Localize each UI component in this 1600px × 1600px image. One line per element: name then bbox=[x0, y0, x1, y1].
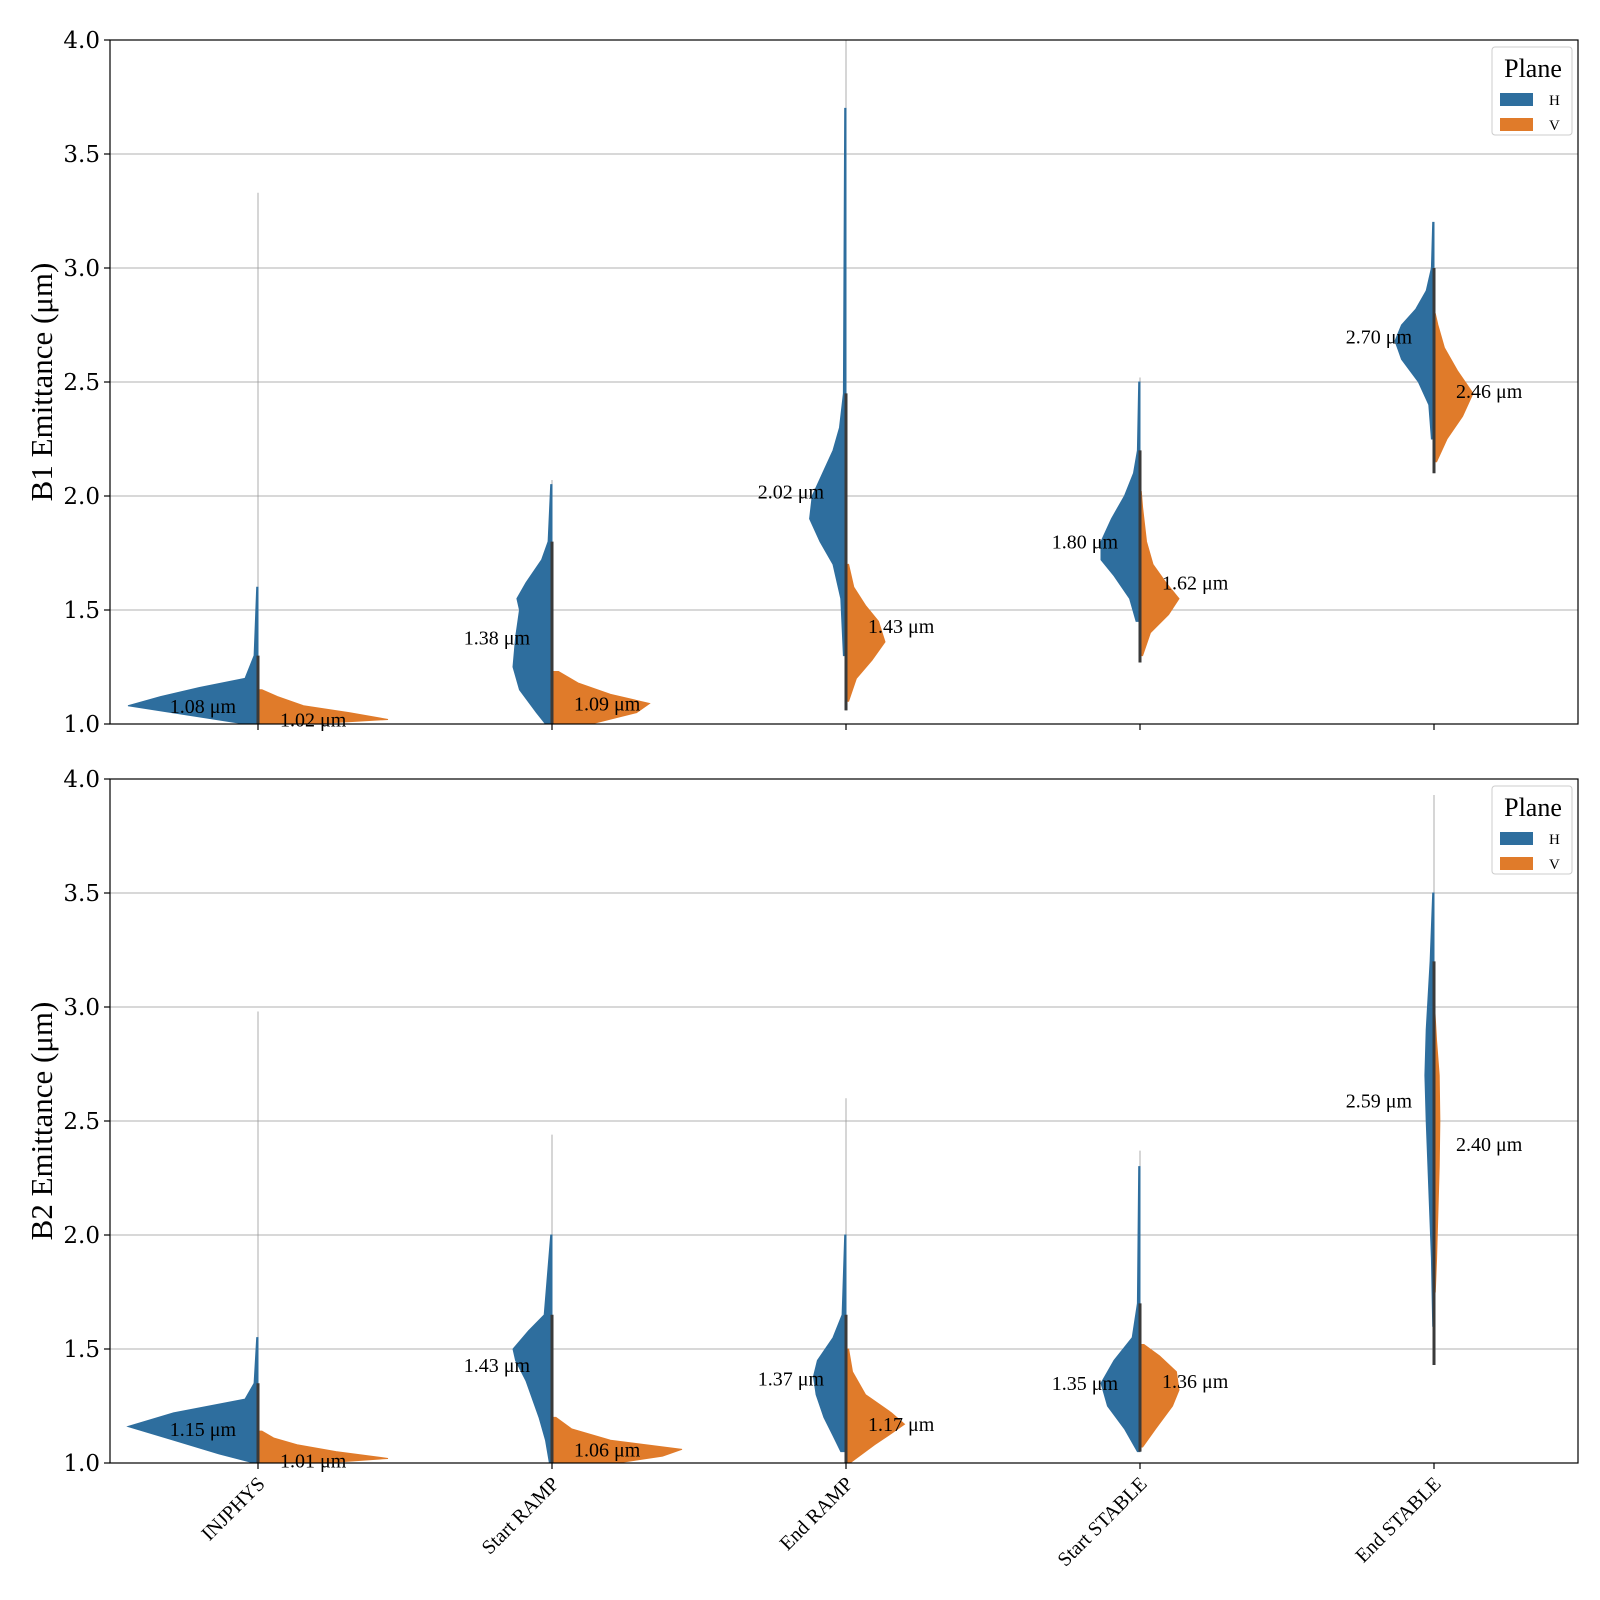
legend-title: Plane bbox=[1504, 54, 1562, 83]
annotation-v-median: 2.40 μm bbox=[1456, 1134, 1523, 1156]
annotation-h-median: 1.80 μm bbox=[1052, 532, 1119, 554]
violin-h-1 bbox=[512, 484, 553, 725]
violin-v-3 bbox=[1139, 1343, 1180, 1448]
violin-h-2 bbox=[812, 1234, 847, 1453]
violin-h-3 bbox=[1100, 1166, 1141, 1453]
annotation-v-median: 2.46 μm bbox=[1456, 381, 1523, 403]
y-tick-label: 3.5 bbox=[63, 881, 100, 907]
y-tick-label: 3.0 bbox=[63, 256, 100, 282]
y-tick-label: 2.0 bbox=[63, 1223, 100, 1249]
legend-swatch-h bbox=[1500, 93, 1533, 106]
annotation-h-median: 2.70 μm bbox=[1346, 326, 1413, 348]
x-category-label: End RAMP bbox=[776, 1473, 858, 1555]
annotation-v-median: 1.06 μm bbox=[574, 1439, 641, 1461]
annotation-h-median: 2.59 μm bbox=[1346, 1090, 1413, 1112]
legend-item-h: H bbox=[1549, 832, 1560, 848]
annotation-h-median: 1.35 μm bbox=[1052, 1373, 1119, 1395]
x-category-label: INJPHYS bbox=[197, 1473, 269, 1545]
plot-frame bbox=[109, 39, 1579, 725]
annotation-v-median: 1.43 μm bbox=[868, 616, 935, 638]
annotation-h-median: 1.37 μm bbox=[758, 1369, 825, 1391]
legend-box bbox=[1491, 785, 1573, 875]
violin-v-2 bbox=[845, 563, 886, 702]
annotation-h-median: 1.15 μm bbox=[170, 1419, 237, 1441]
violin-h-4 bbox=[1424, 892, 1435, 1327]
legend-box bbox=[1491, 46, 1573, 136]
y-tick-label: 1.0 bbox=[63, 1451, 100, 1477]
y-tick-label: 4.0 bbox=[63, 767, 100, 793]
violin-h-1 bbox=[512, 1234, 553, 1464]
x-category-label: Start STABLE bbox=[1053, 1473, 1151, 1571]
annotation-v-median: 1.01 μm bbox=[280, 1451, 347, 1473]
annotation-v-median: 1.09 μm bbox=[574, 693, 641, 715]
y-tick-label: 4.0 bbox=[63, 28, 100, 54]
legend-item-h: H bbox=[1549, 93, 1560, 109]
violin-v-1 bbox=[551, 671, 651, 725]
plot-frame bbox=[109, 778, 1579, 1464]
y-tick-label: 2.5 bbox=[63, 370, 100, 396]
y-axis-label: B2 Emittance (μm) bbox=[24, 1002, 59, 1241]
violin-v-2 bbox=[845, 1348, 906, 1464]
x-category-label: End STABLE bbox=[1351, 1473, 1445, 1567]
violin-h-4 bbox=[1394, 221, 1435, 440]
y-tick-label: 1.0 bbox=[63, 712, 100, 738]
annotation-v-median: 1.17 μm bbox=[868, 1414, 935, 1436]
x-category-label: Start RAMP bbox=[478, 1473, 564, 1559]
legend-swatch-h bbox=[1500, 832, 1533, 845]
legend-item-v: V bbox=[1549, 118, 1560, 134]
violin-h-3 bbox=[1100, 381, 1141, 622]
annotation-v-median: 1.62 μm bbox=[1162, 573, 1229, 595]
legend-swatch-v bbox=[1500, 857, 1533, 870]
annotation-v-median: 1.36 μm bbox=[1162, 1371, 1229, 1393]
annotation-h-median: 1.43 μm bbox=[464, 1355, 531, 1377]
y-tick-label: 2.5 bbox=[63, 1109, 100, 1135]
violin-h-2 bbox=[809, 107, 847, 657]
annotation-h-median: 1.38 μm bbox=[464, 627, 531, 649]
annotation-h-median: 2.02 μm bbox=[758, 481, 825, 503]
legend-title: Plane bbox=[1504, 793, 1562, 822]
violin-h-0 bbox=[126, 1337, 259, 1464]
y-tick-label: 2.0 bbox=[63, 484, 100, 510]
annotation-h-median: 1.08 μm bbox=[170, 696, 237, 718]
legend-item-v: V bbox=[1549, 857, 1560, 873]
y-tick-label: 3.5 bbox=[63, 142, 100, 168]
legend-swatch-v bbox=[1500, 118, 1533, 131]
y-tick-label: 1.5 bbox=[63, 1337, 100, 1363]
y-tick-label: 1.5 bbox=[63, 598, 100, 624]
annotation-v-median: 1.02 μm bbox=[280, 709, 347, 731]
y-axis-label: B1 Emittance (μm) bbox=[24, 263, 59, 502]
y-tick-label: 3.0 bbox=[63, 995, 100, 1021]
violin-h-0 bbox=[127, 586, 259, 725]
